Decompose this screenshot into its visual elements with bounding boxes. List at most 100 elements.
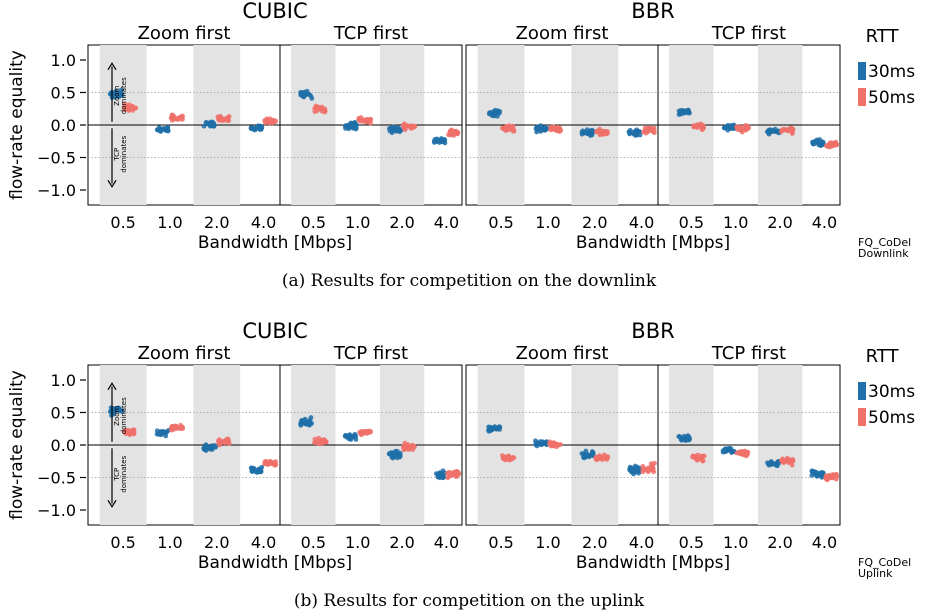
data-point bbox=[486, 427, 491, 433]
data-point bbox=[169, 424, 175, 429]
data-point bbox=[387, 451, 393, 457]
data-point bbox=[489, 427, 495, 433]
data-point bbox=[401, 123, 407, 129]
data-point bbox=[778, 129, 784, 135]
data-point bbox=[628, 466, 634, 471]
x-axis-label: Bandwidth [Mbps] bbox=[576, 233, 730, 253]
data-point bbox=[553, 127, 559, 133]
queue-label: FQ_CoDel bbox=[858, 556, 911, 569]
data-point bbox=[456, 470, 462, 476]
group-title: BBR bbox=[631, 319, 674, 343]
x-tick-label: 1.0 bbox=[723, 533, 748, 552]
y-tick-label: −0.5 bbox=[37, 149, 76, 168]
link-label: Uplink bbox=[858, 567, 893, 580]
data-point bbox=[226, 118, 232, 124]
x-tick-label: 4.0 bbox=[251, 533, 276, 552]
data-point bbox=[627, 130, 633, 136]
data-point bbox=[533, 126, 539, 132]
data-point bbox=[742, 126, 747, 132]
data-point bbox=[162, 126, 168, 132]
data-point bbox=[789, 462, 795, 468]
data-point bbox=[301, 94, 307, 100]
x-tick-label: 0.5 bbox=[488, 533, 513, 552]
data-point bbox=[582, 130, 588, 136]
data-point bbox=[129, 430, 135, 435]
data-point bbox=[678, 108, 684, 113]
data-point bbox=[583, 452, 589, 457]
data-point bbox=[494, 113, 500, 119]
data-point bbox=[352, 125, 358, 131]
data-point bbox=[811, 469, 817, 474]
x-tick-label: 0.5 bbox=[301, 213, 326, 232]
data-point bbox=[828, 140, 834, 146]
data-point bbox=[345, 434, 351, 439]
data-point bbox=[819, 142, 825, 148]
data-point bbox=[631, 471, 636, 477]
data-point bbox=[433, 471, 439, 477]
data-point bbox=[685, 433, 691, 439]
data-point bbox=[118, 87, 124, 93]
x-tick-label: 4.0 bbox=[434, 533, 459, 552]
x-axis-label: Bandwidth [Mbps] bbox=[198, 233, 352, 253]
legend-label: 50ms bbox=[868, 88, 915, 108]
data-point bbox=[497, 426, 503, 432]
x-tick-label: 2.0 bbox=[582, 533, 607, 552]
x-tick-label: 4.0 bbox=[812, 213, 837, 232]
facet-title: TCP first bbox=[711, 343, 786, 364]
x-tick-label: 4.0 bbox=[629, 533, 654, 552]
data-point bbox=[697, 124, 703, 130]
data-point bbox=[170, 115, 175, 121]
x-axis-label: Bandwidth [Mbps] bbox=[576, 553, 730, 573]
x-tick-label: 0.5 bbox=[301, 533, 326, 552]
data-point bbox=[211, 121, 216, 126]
data-point bbox=[226, 114, 232, 119]
tcp-arrow-head bbox=[107, 179, 117, 188]
annotation-tcp: TCP bbox=[113, 148, 121, 162]
facet-title: Zoom first bbox=[138, 343, 231, 364]
data-point bbox=[737, 127, 743, 133]
data-point bbox=[768, 460, 773, 466]
data-point bbox=[600, 456, 606, 462]
data-point bbox=[678, 111, 684, 117]
x-tick-label: 0.5 bbox=[679, 213, 704, 232]
data-point bbox=[217, 114, 223, 119]
x-tick-label: 0.5 bbox=[679, 533, 704, 552]
data-point bbox=[218, 439, 224, 445]
data-point bbox=[726, 446, 732, 452]
data-point bbox=[298, 422, 304, 428]
queue-label: FQ_CoDel bbox=[858, 236, 911, 249]
data-point bbox=[699, 454, 705, 459]
data-point bbox=[645, 465, 651, 471]
data-point bbox=[833, 476, 839, 482]
facet-title: TCP first bbox=[333, 343, 408, 364]
data-point bbox=[272, 460, 277, 466]
data-point bbox=[643, 130, 649, 136]
x-axis-label: Bandwidth [Mbps] bbox=[198, 553, 352, 573]
data-point bbox=[632, 128, 638, 134]
data-point bbox=[273, 118, 278, 124]
data-point bbox=[537, 441, 542, 447]
data-point bbox=[408, 125, 414, 131]
figure-caption: (a) Results for competition on the downl… bbox=[282, 271, 657, 291]
data-point bbox=[175, 115, 181, 121]
annotation-zoom-dominates: dominates bbox=[120, 397, 128, 434]
data-point bbox=[448, 472, 453, 477]
data-point bbox=[128, 104, 134, 110]
data-point bbox=[683, 108, 689, 114]
data-point bbox=[819, 474, 825, 480]
figure-caption: (b) Results for competition on the uplin… bbox=[294, 591, 645, 611]
x-tick-label: 4.0 bbox=[812, 533, 837, 552]
data-point bbox=[352, 433, 357, 439]
data-point bbox=[116, 92, 122, 98]
data-point bbox=[826, 144, 832, 150]
data-point bbox=[728, 123, 734, 128]
data-point bbox=[690, 454, 696, 460]
x-tick-label: 1.0 bbox=[535, 533, 560, 552]
data-point bbox=[823, 473, 829, 479]
data-point bbox=[267, 118, 273, 124]
x-tick-label: 2.0 bbox=[204, 533, 229, 552]
data-point bbox=[551, 443, 557, 449]
data-point bbox=[788, 125, 794, 131]
x-tick-label: 2.0 bbox=[389, 533, 414, 552]
